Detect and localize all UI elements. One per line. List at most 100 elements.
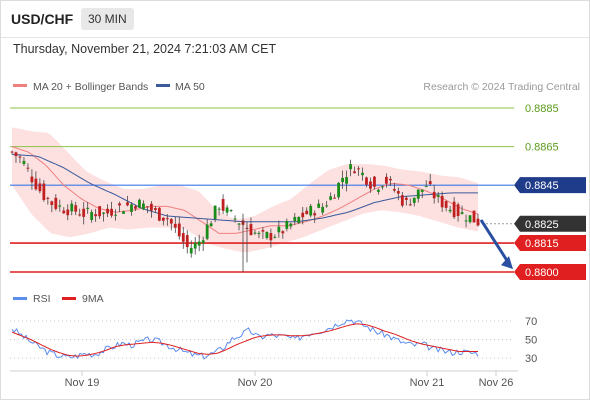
candle-body	[293, 216, 297, 222]
timeframe-badge[interactable]: 30 MIN	[81, 8, 134, 30]
candle-body	[452, 201, 456, 218]
candle-body	[213, 205, 217, 220]
ma20-legend-swatch	[13, 84, 27, 87]
candle-body	[369, 181, 372, 189]
candle-body	[464, 220, 468, 222]
ma20-legend-label: MA 20 + Bollinger Bands	[33, 81, 148, 93]
candle-body	[209, 223, 213, 227]
candle-body	[221, 198, 225, 211]
level-label-1: 0.8865	[525, 142, 559, 154]
candle-body	[416, 189, 420, 199]
candle-body	[468, 215, 472, 223]
candle-body	[408, 204, 412, 206]
candle-body	[38, 183, 42, 192]
candle-body	[181, 233, 185, 242]
candle-body	[317, 203, 321, 208]
rsi-ma-legend-label: 9MA	[82, 293, 104, 305]
datetime-label: Thursday, November 21, 2024 7:21:03 AM C…	[13, 42, 277, 56]
candle-body	[476, 218, 480, 226]
candle-body	[285, 221, 289, 229]
level-labels: 0.8885 0.8865 0.8845 0.8825 0.8815 0.8800	[514, 103, 586, 280]
level-label-3: 0.8825	[525, 219, 559, 231]
candle-body	[185, 235, 189, 248]
candle-body	[249, 224, 253, 236]
candle-body	[110, 208, 113, 216]
candle-body	[14, 152, 18, 157]
candle-body	[269, 233, 273, 241]
candle-body	[388, 178, 392, 181]
level-tag-4	[514, 235, 586, 252]
candle-body	[46, 197, 50, 199]
candle-body	[70, 203, 74, 212]
candle-body	[153, 208, 157, 211]
candle-body	[142, 203, 145, 210]
price-legend: MA 20 + Bollinger Bands MA 50	[13, 81, 205, 93]
x-tick-label: Nov 21	[410, 377, 445, 389]
candle-body	[30, 176, 34, 183]
candle-body	[34, 178, 38, 190]
candle-body	[54, 197, 58, 209]
candle-body	[400, 195, 404, 206]
candle-body	[106, 208, 109, 214]
candle-body	[173, 223, 177, 228]
candle-body	[10, 151, 14, 153]
x-tick-label: Nov 19	[65, 377, 100, 389]
header-divider	[1, 37, 589, 38]
candle-body	[217, 208, 221, 210]
candle-body	[138, 199, 141, 208]
candle-body	[353, 171, 356, 174]
candle-body	[384, 176, 388, 184]
candle-body	[261, 230, 265, 232]
candle-body	[42, 183, 46, 201]
candle-body	[197, 241, 201, 246]
candle-body	[165, 218, 169, 220]
candle-body	[357, 168, 360, 170]
candle-body	[102, 212, 106, 214]
candle-body	[424, 186, 428, 188]
candle-body	[361, 172, 364, 176]
research-credit: Research © 2024 Trading Central	[423, 81, 580, 93]
level-label-4: 0.8815	[525, 238, 559, 250]
candlesticks	[10, 150, 480, 272]
candle-body	[436, 194, 440, 197]
candle-body	[26, 167, 30, 169]
bollinger-band	[12, 127, 478, 253]
candle-body	[448, 209, 452, 212]
candle-body	[472, 210, 476, 223]
candle-body	[404, 197, 408, 200]
candle-body	[94, 214, 98, 217]
candle-body	[381, 186, 384, 188]
candle-body	[74, 205, 78, 212]
candle-body	[313, 213, 317, 216]
candle-body	[460, 212, 464, 214]
candle-body	[66, 209, 70, 216]
ma20-line	[11, 146, 479, 234]
candle-body	[396, 190, 400, 194]
candle-body	[150, 203, 153, 211]
candle-body	[321, 206, 325, 213]
level-tag-2	[514, 177, 586, 194]
candle-body	[86, 207, 90, 209]
candle-body	[82, 208, 86, 217]
candle-body	[420, 189, 424, 192]
candle-body	[365, 177, 368, 185]
candle-body	[265, 231, 269, 239]
candle-body	[157, 207, 161, 221]
candle-body	[337, 182, 340, 198]
ma50-line	[11, 153, 478, 223]
candle-body	[373, 176, 376, 187]
rsi-ma-line	[11, 323, 478, 357]
level-tag-5	[514, 264, 586, 280]
candle-body	[309, 205, 313, 216]
rsi-tick-50: 50	[525, 335, 537, 347]
level-label-5: 0.8800	[525, 267, 559, 279]
bollinger-band-area	[12, 127, 478, 253]
candle-body	[177, 223, 181, 237]
x-tick-label: Nov 26	[479, 377, 514, 389]
candle-body	[305, 210, 309, 215]
candle-body	[281, 231, 285, 234]
candle-body	[432, 191, 436, 199]
candle-body	[440, 195, 444, 208]
candle-body	[237, 223, 241, 225]
forecast-arrow-head	[501, 256, 513, 270]
